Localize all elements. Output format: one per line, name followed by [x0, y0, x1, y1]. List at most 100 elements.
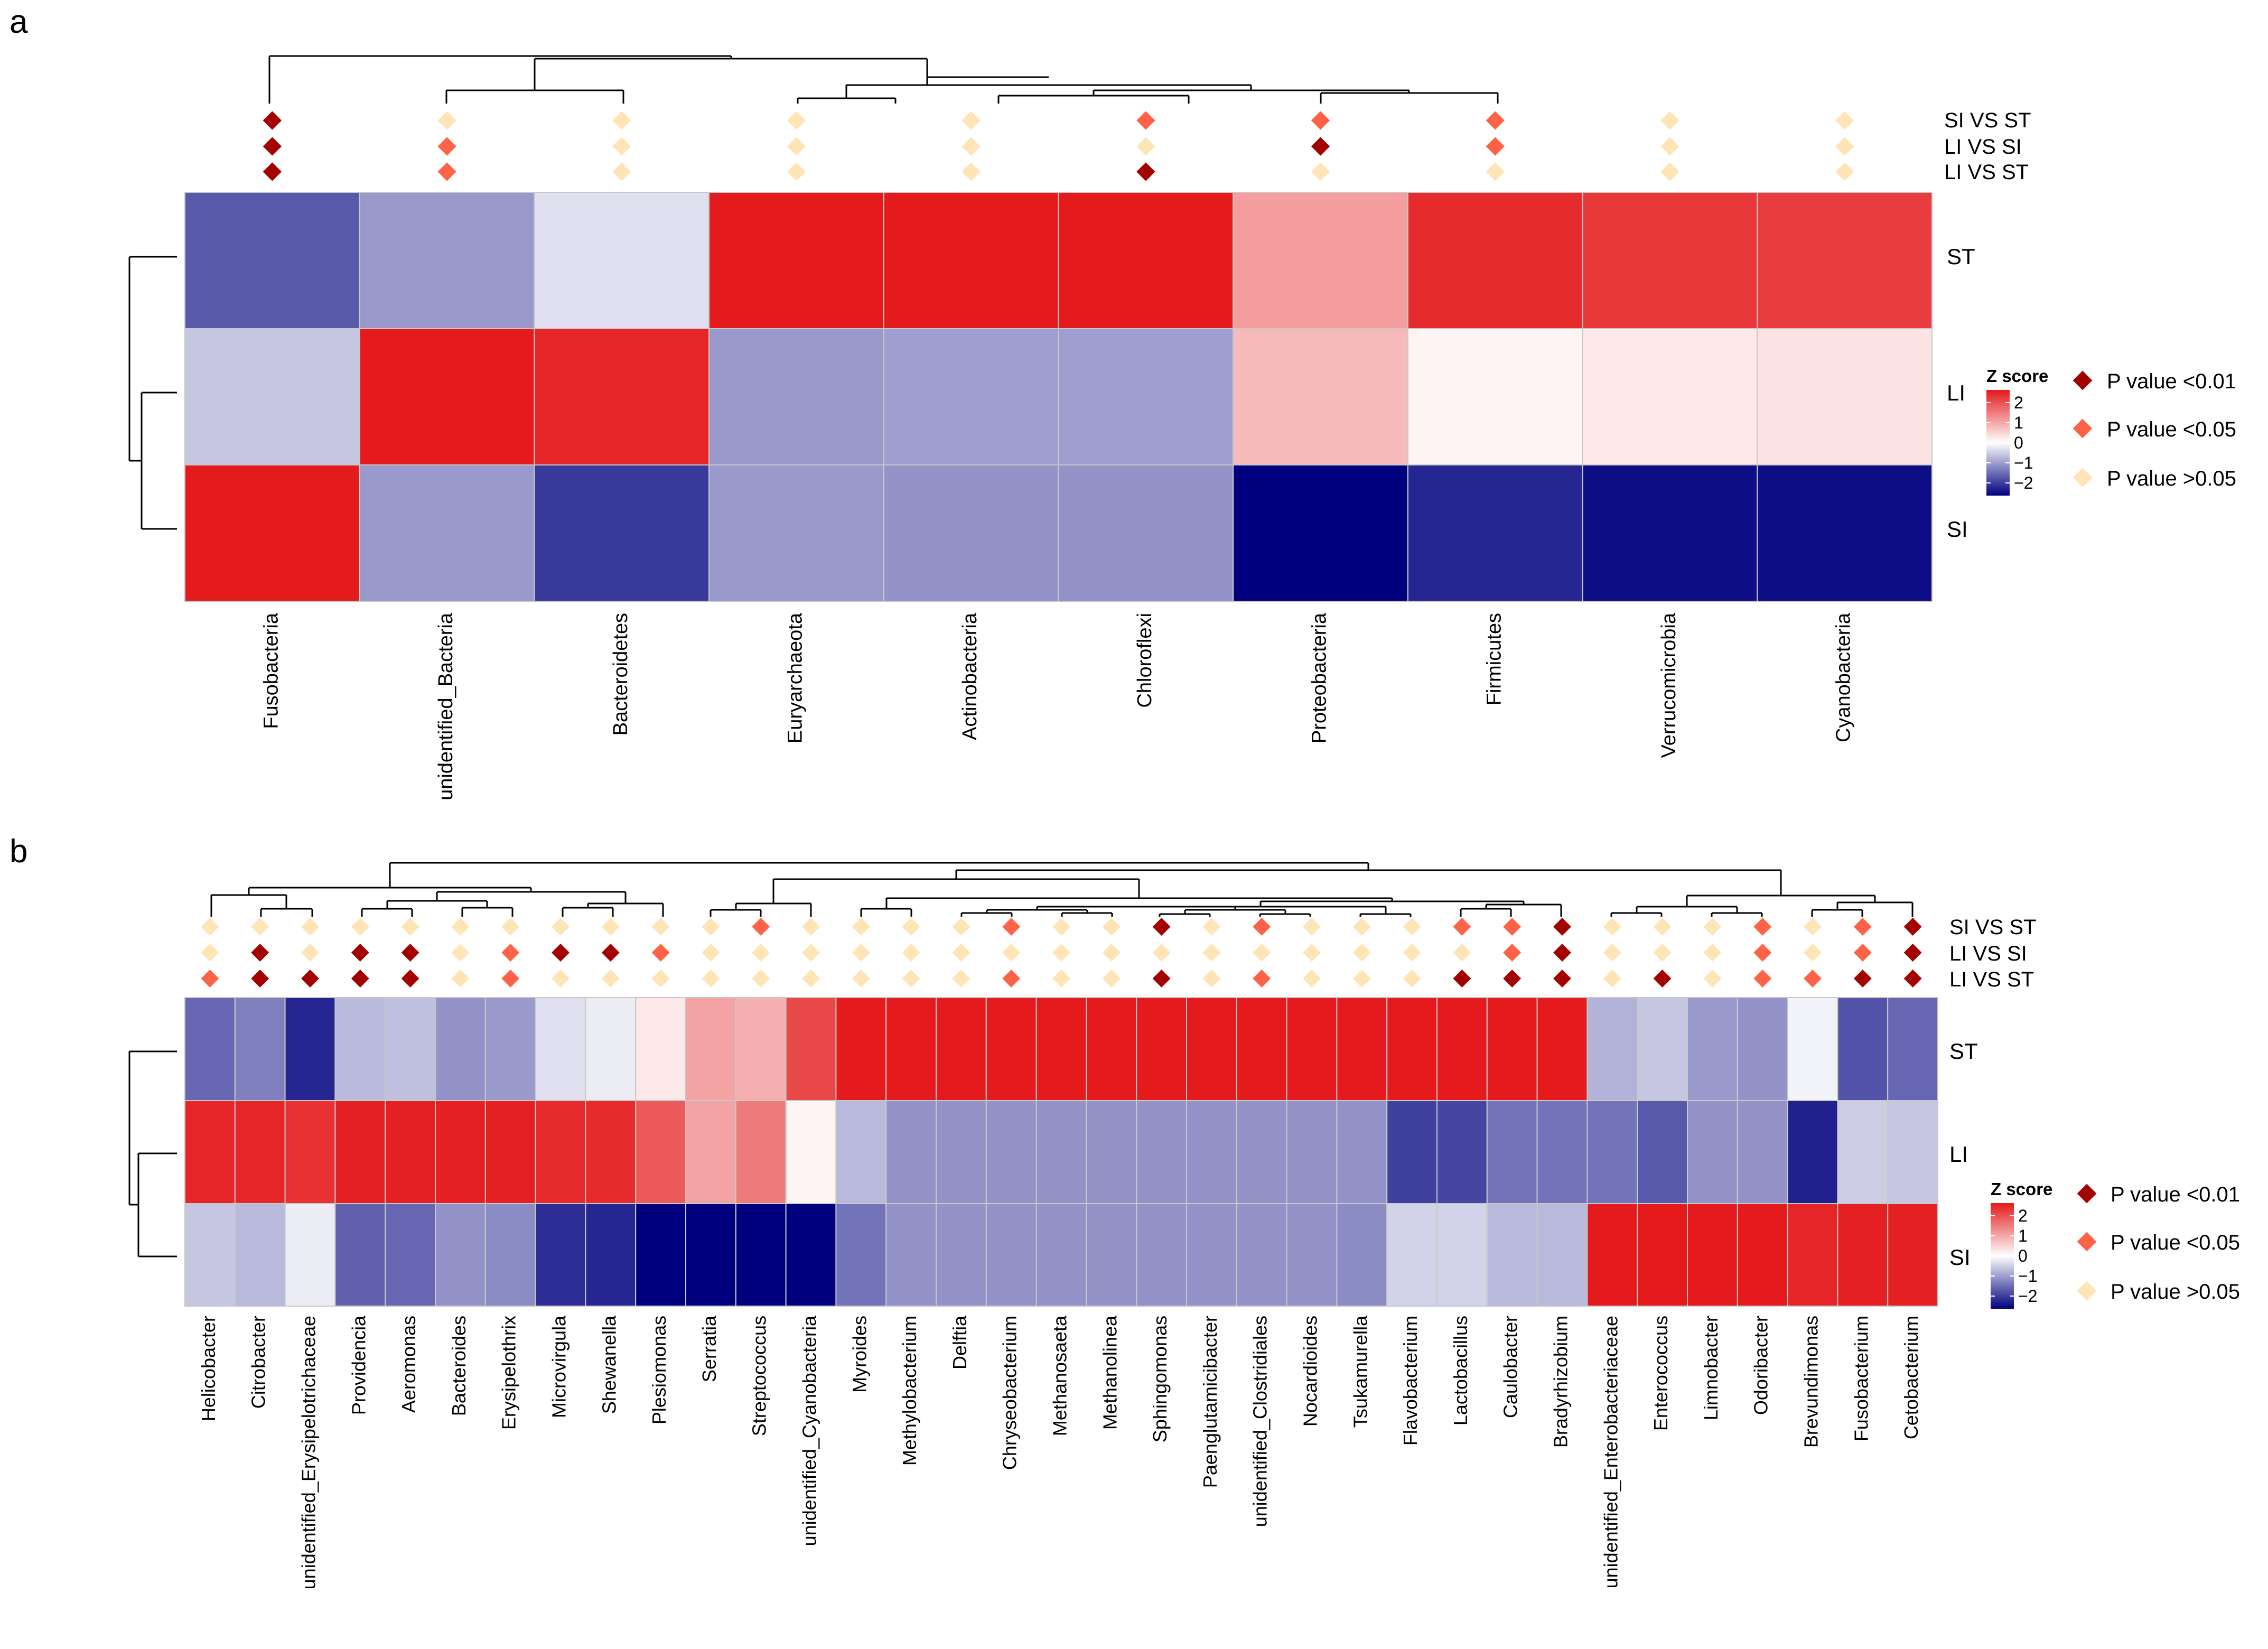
heatmap-cell — [883, 464, 1059, 602]
pvalue-label-gt005: P value >0.05 — [2111, 1280, 2240, 1303]
heatmap-cell — [1887, 1203, 1938, 1307]
panel-b-col-dendro-link — [1460, 908, 1512, 917]
panel-b-row-dendro-link — [137, 1152, 177, 1257]
panel-b-col-dendro-link — [436, 891, 627, 903]
column-label: Chloroflexi — [1134, 613, 1156, 708]
significance-marker — [952, 944, 970, 962]
significance-marker — [962, 111, 981, 130]
panel-b-heatmap — [184, 997, 1938, 1307]
column-label: Fusobacteria — [260, 612, 282, 729]
heatmap-cell — [1136, 1203, 1187, 1307]
significance-marker — [802, 970, 820, 987]
significance-marker — [852, 970, 870, 987]
heatmap-cell — [1837, 1100, 1889, 1204]
significance-marker — [1152, 918, 1171, 936]
heatmap-cell — [1236, 1203, 1287, 1307]
heatmap-cell — [1436, 997, 1488, 1101]
row-label-li: LI — [1949, 1142, 1968, 1167]
column-label: Erysipelothrix — [498, 1316, 520, 1430]
significance-marker — [1703, 918, 1722, 936]
heatmap-cell — [885, 1100, 937, 1204]
significance-marker — [1052, 918, 1070, 936]
significance-marker — [351, 944, 369, 962]
heatmap-cell — [535, 1203, 586, 1307]
significance-marker — [1102, 918, 1121, 936]
significance-marker — [1403, 970, 1421, 987]
significance-marker — [802, 944, 820, 962]
heatmap-cell — [1136, 1100, 1187, 1204]
heatmap-cell — [1035, 997, 1087, 1101]
column-label: Cyanobacteria — [1833, 612, 1855, 742]
heatmap-cell — [1586, 997, 1638, 1101]
significance-marker — [1303, 918, 1321, 936]
heatmap-cell — [1837, 997, 1889, 1101]
heatmap-cell — [635, 997, 686, 1101]
significance-marker — [1253, 918, 1271, 936]
column-label: Actinobacteria — [959, 612, 981, 740]
zscore-tick-label: −1 — [2014, 453, 2033, 472]
panel-b-col-dendro-link — [260, 908, 313, 917]
significance-marker — [1002, 970, 1021, 987]
significance-marker — [437, 111, 456, 130]
heatmap-cell — [785, 997, 837, 1101]
heatmap-cell — [635, 1100, 686, 1204]
significance-marker — [1002, 918, 1021, 936]
heatmap-cell — [936, 1203, 987, 1307]
significance-marker — [263, 162, 282, 181]
significance-marker — [1002, 944, 1021, 962]
heatmap-cell — [883, 328, 1059, 465]
heatmap-cell — [985, 997, 1037, 1101]
significance-marker — [612, 162, 631, 181]
heatmap-cell — [1586, 1100, 1638, 1204]
heatmap-cell — [1336, 1203, 1388, 1307]
column-label: Helicobacter — [198, 1316, 219, 1421]
panel-b-row-dendrogram — [128, 1050, 177, 1257]
heatmap-cell — [1757, 192, 1933, 329]
significance-marker — [852, 944, 870, 962]
significance-marker — [401, 944, 419, 962]
panel-b-col-dendro-link — [1711, 912, 1763, 917]
heatmap-cell — [1737, 997, 1788, 1101]
heatmap-cell — [1637, 1100, 1688, 1204]
significance-marker — [1703, 970, 1722, 987]
panel-a-col-dendro-link — [268, 55, 732, 104]
heatmap-cell — [1737, 1203, 1788, 1307]
heatmap-cell — [1186, 997, 1237, 1101]
heatmap-cell — [1582, 192, 1758, 329]
column-label: Cetobacterium — [1900, 1316, 1922, 1439]
heatmap-cell — [1386, 997, 1438, 1101]
pvalue-marker-lt005 — [2073, 418, 2093, 439]
significance-marker — [852, 918, 870, 936]
panel-b-col-dendro-link — [1811, 909, 1863, 917]
significance-marker — [301, 944, 319, 962]
significance-marker — [437, 162, 456, 181]
significance-marker — [902, 944, 920, 962]
heatmap-cell — [1536, 1100, 1588, 1204]
significance-marker — [651, 970, 670, 987]
significance-marker — [962, 162, 981, 181]
column-label: Providencia — [348, 1315, 369, 1415]
panel-a-col-dendro-link — [534, 58, 928, 90]
heatmap-cell — [708, 464, 884, 602]
heatmap-cell — [1582, 328, 1758, 465]
heatmap-cell — [1407, 328, 1583, 465]
significance-marker — [752, 970, 770, 987]
heatmap-cell — [385, 997, 436, 1101]
heatmap-cell — [885, 1203, 937, 1307]
significance-marker — [1503, 918, 1522, 936]
row-label-si: SI — [1947, 517, 1968, 542]
significance-marker — [1503, 944, 1522, 962]
zscore-tick-label: 0 — [2018, 1246, 2028, 1265]
panel-a-col-dendro-link — [797, 97, 897, 104]
significance-marker — [301, 970, 319, 987]
heatmap-cell — [1407, 464, 1583, 602]
significance-marker — [201, 970, 219, 987]
significance-marker — [1660, 111, 1679, 130]
heatmap-cell — [1687, 1203, 1738, 1307]
significance-marker — [1804, 970, 1822, 987]
heatmap-cell — [1058, 192, 1234, 329]
significance-marker — [1486, 162, 1505, 181]
sig-row-label: LI VS SI — [1944, 135, 2022, 159]
significance-marker — [1352, 918, 1371, 936]
significance-marker — [1853, 970, 1872, 987]
